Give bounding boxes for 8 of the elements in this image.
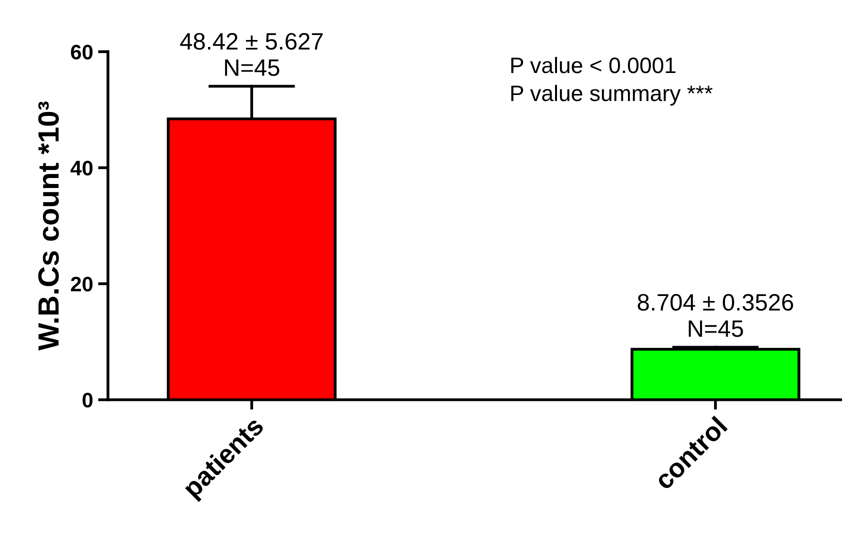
data-label: 8.704 ± 0.3526 N=45 xyxy=(638,294,794,337)
data-label: 48.42 ± 5.627 N=45 xyxy=(180,33,323,76)
y-tick-label: 40 xyxy=(70,160,93,176)
y-tick-label: 60 xyxy=(70,44,93,60)
annotation: P value < 0.0001 P value summary *** xyxy=(511,56,713,106)
y-axis-title: W.B.Cs count *10³ xyxy=(38,102,59,350)
y-tick-label: 20 xyxy=(70,276,93,292)
y-tick-label: 0 xyxy=(82,392,93,408)
